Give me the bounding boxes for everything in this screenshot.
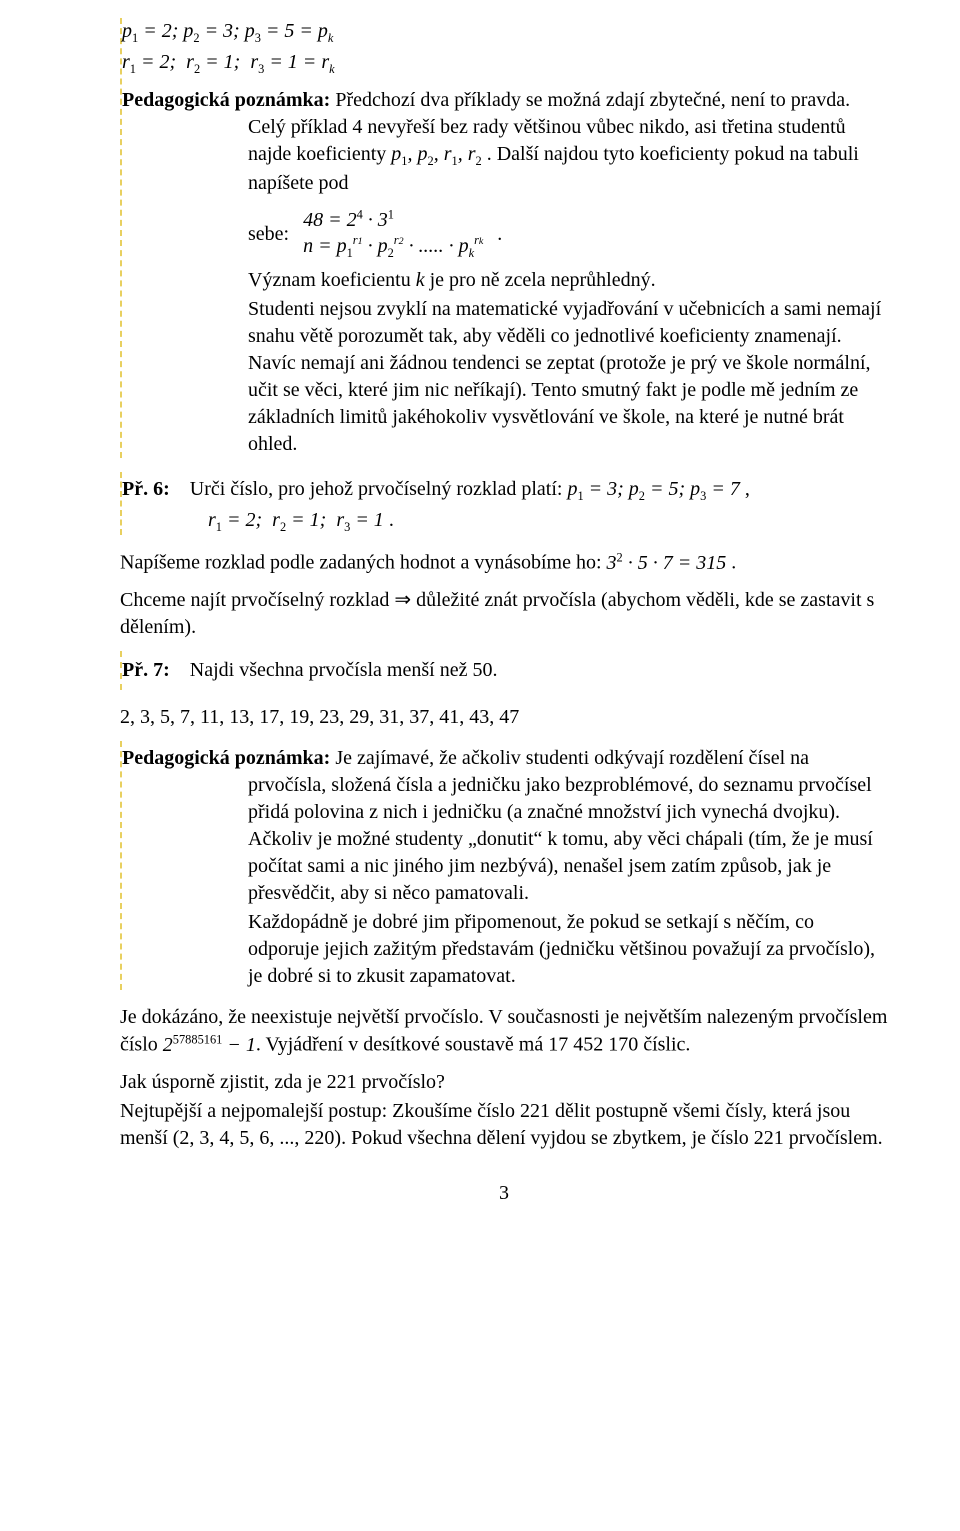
- note1-eq-dot: .: [497, 221, 502, 248]
- note1-s3a: Význam koeficientu: [248, 269, 416, 291]
- a221: Nejtupější a nejpomalejší postup: Zkouší…: [120, 1098, 888, 1152]
- ex7-t: Najdi všechna prvočísla menší než 50.: [190, 659, 498, 681]
- ex6-line1: Př. 6: Urči číslo, pro jehož prvočíselný…: [122, 476, 888, 505]
- expand-t: Napíšeme rozklad podle zadaných hodnot a…: [120, 552, 607, 574]
- note1-s3b: je pro ně zcela neprůhledný.: [425, 269, 656, 291]
- note1-k: k: [416, 269, 425, 291]
- note1-s3: Význam koeficientu k je pro ně zcela nep…: [122, 267, 888, 294]
- ex6-line2: r1 = 2; r2 = 1; r3 = 1 .: [122, 507, 888, 536]
- eq-r: r1 = 2; r2 = 1; r3 = 1 = rk: [122, 49, 888, 78]
- q221: Jak úsporně zjistit, zda je 221 prvočísl…: [120, 1069, 888, 1096]
- ex6-label: Př. 6:: [122, 478, 170, 500]
- dashed-region-note2: Pedagogická poznámka: Je zajímavé, že ač…: [120, 741, 888, 990]
- ex7-label: Př. 7:: [122, 659, 170, 681]
- primes-list: 2, 3, 5, 7, 11, 13, 17, 19, 23, 29, 31, …: [120, 704, 888, 731]
- largest-base: 2: [163, 1034, 173, 1056]
- expand-line: Napíšeme rozklad podle zadaných hodnot a…: [120, 549, 888, 577]
- ex6-eq1: p1 = 3; p2 = 5; p3 = 7: [567, 478, 739, 500]
- dashed-region-top: p1 = 2; p2 = 3; p3 = 5 = pk r1 = 2; r2 =…: [120, 18, 888, 458]
- expand-dot: .: [726, 552, 736, 574]
- note1-eqA: 48 = 24 · 31: [303, 209, 394, 231]
- expand-eq: 32 · 5 · 7 = 315: [607, 552, 727, 574]
- eq-p: p1 = 2; p2 = 3; p3 = 5 = pk: [122, 18, 888, 47]
- impl-arrow: ⇒: [394, 589, 411, 611]
- note1-eqstack: 48 = 24 · 31 n = p1r1 · p2r2 · ..... · p…: [303, 207, 483, 261]
- ex7-line: Př. 7: Najdi všechna prvočísla menší než…: [122, 657, 888, 684]
- note1-lead: Pedagogická poznámka:: [122, 89, 330, 111]
- page-number: 3: [120, 1180, 888, 1207]
- note1-intro: Pedagogická poznámka: Předchozí dva přík…: [122, 87, 888, 197]
- ex6-dot: .: [384, 509, 394, 531]
- largest-tail: − 1: [222, 1034, 256, 1056]
- largest-t2: . Vyjádření v desítkové soustavě má 17 4…: [256, 1034, 691, 1056]
- ex6-t1: Urči číslo, pro jehož prvočíselný rozkla…: [190, 478, 568, 500]
- note2-p2: Každopádně je dobré jim připomenout, že …: [122, 909, 888, 990]
- note2-p1: Pedagogická poznámka: Je zajímavé, že ač…: [122, 745, 888, 907]
- note2-lead: Pedagogická poznámka:: [122, 747, 330, 769]
- impl-tA: Chceme najít prvočíselný rozklad: [120, 589, 394, 611]
- note1-coef: p1, p2, r1, r2: [391, 143, 481, 165]
- note1-sebe: sebe:: [248, 221, 289, 248]
- note1-eqB: n = p1r1 · p2r2 · ..... · pkrk: [303, 235, 483, 257]
- largest-exp: 57885161: [173, 1032, 223, 1046]
- dashed-region-ex6: Př. 6: Urči číslo, pro jehož prvočíselný…: [120, 472, 888, 535]
- note2-s1: Je zajímavé, že ačkoliv studenti odkývaj…: [248, 747, 873, 904]
- largest-prime: Je dokázáno, že neexistuje největší prvo…: [120, 1004, 888, 1059]
- dashed-region-ex7: Př. 7: Najdi všechna prvočísla menší než…: [120, 651, 888, 690]
- impl-line: Chceme najít prvočíselný rozklad ⇒ důlež…: [120, 587, 888, 641]
- note1-sebe-block: sebe: 48 = 24 · 31 n = p1r1 · p2r2 · ...…: [122, 207, 888, 261]
- note1-s4: Studenti nejsou zvyklí na matematické vy…: [122, 296, 888, 458]
- ex6-sep: ,: [740, 478, 750, 500]
- ex6-eq2: r1 = 2; r2 = 1; r3 = 1: [208, 509, 384, 531]
- largest-eq: 257885161 − 1: [163, 1034, 256, 1056]
